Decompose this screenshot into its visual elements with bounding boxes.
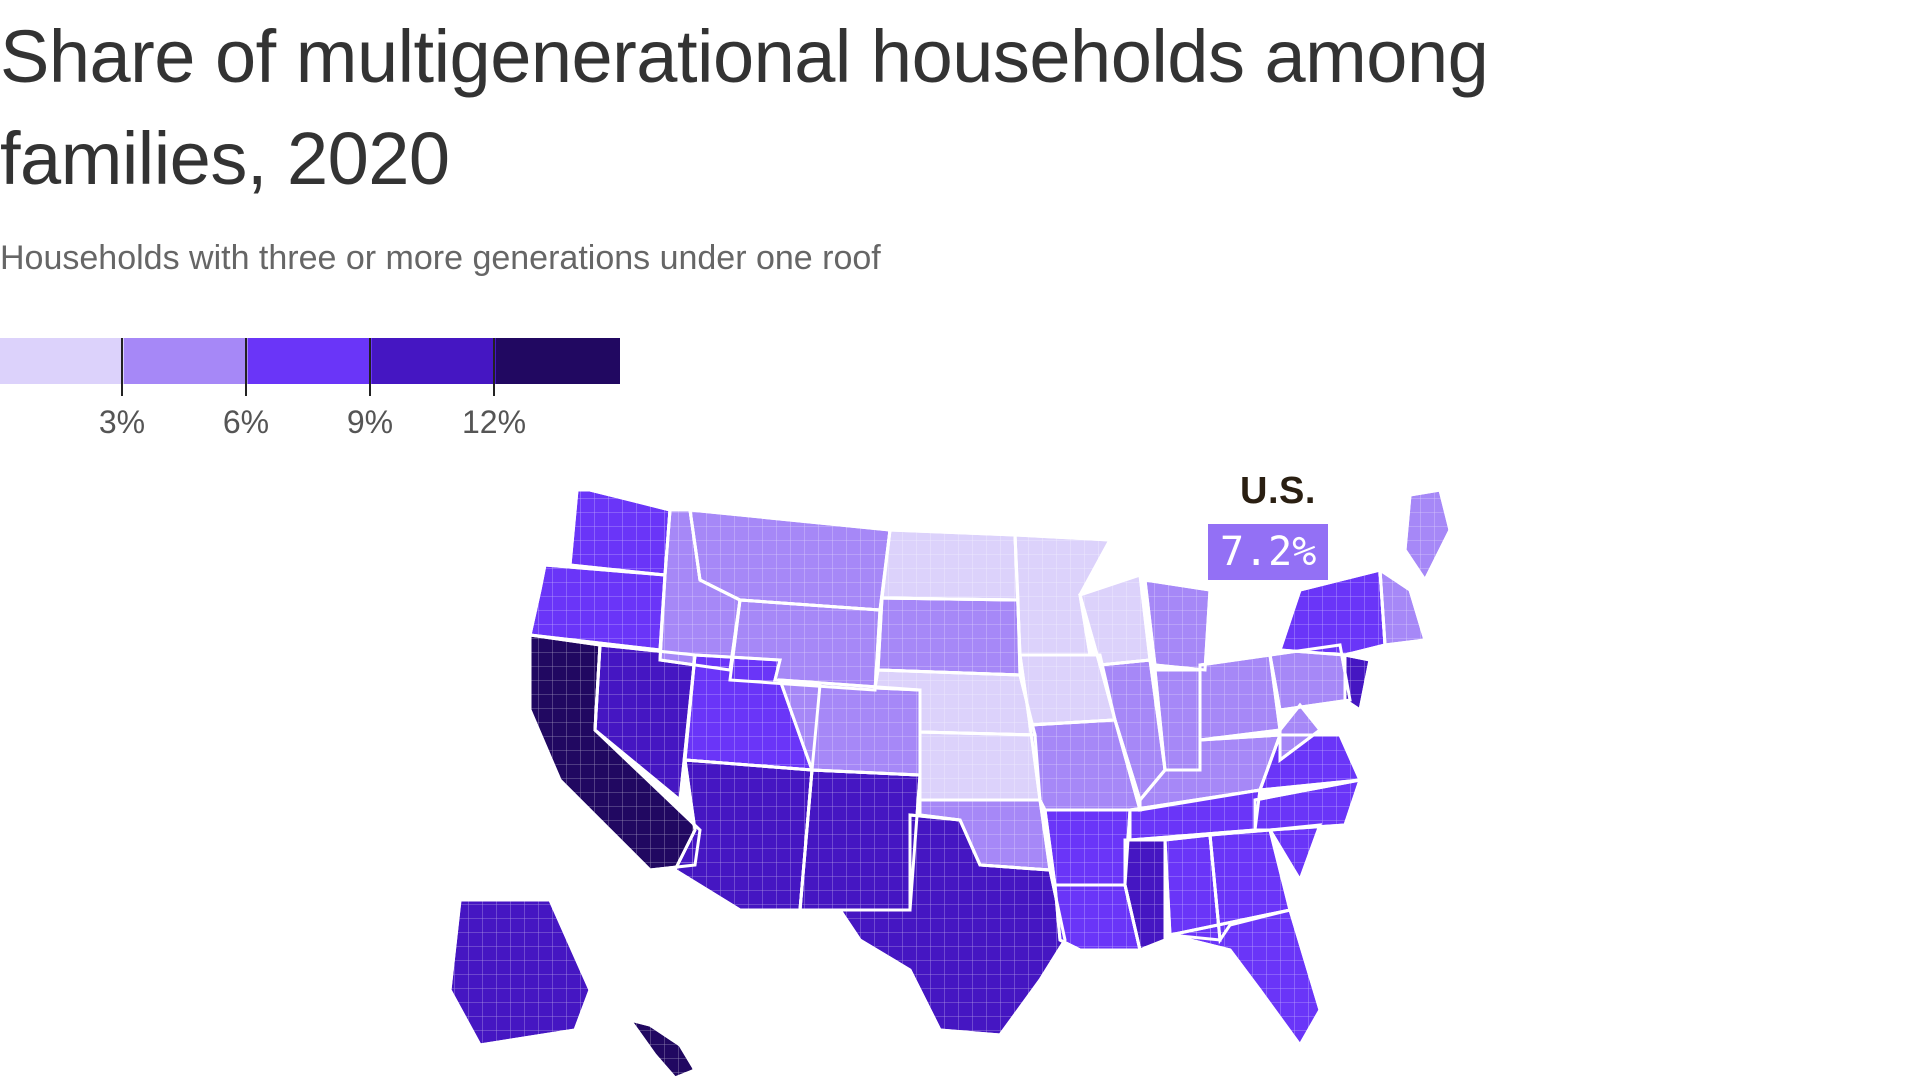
county-texture-me	[1403, 488, 1452, 583]
county-texture-az	[673, 758, 814, 912]
legend-label-3pct: 3%	[98, 404, 146, 440]
legend-bar	[0, 338, 620, 384]
legend-swatch-4	[496, 338, 620, 384]
county-texture-mi	[1143, 578, 1212, 672]
county-texture-nm	[798, 768, 922, 912]
legend-swatch-2	[248, 338, 372, 384]
county-texture-hi	[626, 1017, 698, 1080]
us-callout-value: 7.2%	[1208, 524, 1329, 580]
county-texture-sd	[876, 596, 1022, 677]
us-choropleth-map	[440, 470, 1520, 1080]
county-texture-nc	[1253, 778, 1363, 832]
county-texture-nd	[880, 528, 1020, 602]
legend-swatch-1	[124, 338, 248, 384]
page-subtitle: Households with three or more generation…	[0, 239, 881, 277]
legend-swatch-3	[372, 338, 496, 384]
county-texture-ne-states	[1378, 567, 1427, 647]
legend-label-12pct: 12%	[461, 404, 527, 440]
county-texture-oh	[1198, 653, 1282, 742]
legend-label-6pct: 6%	[222, 404, 270, 440]
county-texture-ny	[1277, 568, 1387, 657]
county-texture-ak	[448, 898, 592, 1047]
county-texture-ks	[918, 730, 1042, 802]
county-texture-fl	[1169, 908, 1322, 1048]
county-texture-mn	[1013, 533, 1113, 657]
county-texture-tx	[837, 813, 1067, 1037]
page-title: Share of multigenerational households am…	[0, 15, 1489, 200]
legend-tick-3	[493, 338, 495, 396]
us-callout-label: U.S.	[1240, 470, 1316, 512]
legend-swatch-0	[0, 338, 124, 384]
legend-label-9pct: 9%	[346, 404, 394, 440]
county-texture-wv	[1278, 702, 1323, 763]
map-svg	[448, 488, 1452, 1080]
county-texture-wa	[568, 488, 672, 577]
county-texture-ar	[1043, 808, 1132, 887]
county-texture-ms	[1123, 838, 1167, 953]
legend-tick-0	[121, 338, 123, 396]
county-texture-la	[1053, 883, 1142, 952]
county-texture-or	[528, 563, 667, 652]
county-texture-nj	[1343, 653, 1372, 713]
color-legend: 3% 6% 9% 12%	[0, 338, 620, 448]
legend-tick-2	[369, 338, 371, 396]
legend-tick-1	[245, 338, 247, 396]
